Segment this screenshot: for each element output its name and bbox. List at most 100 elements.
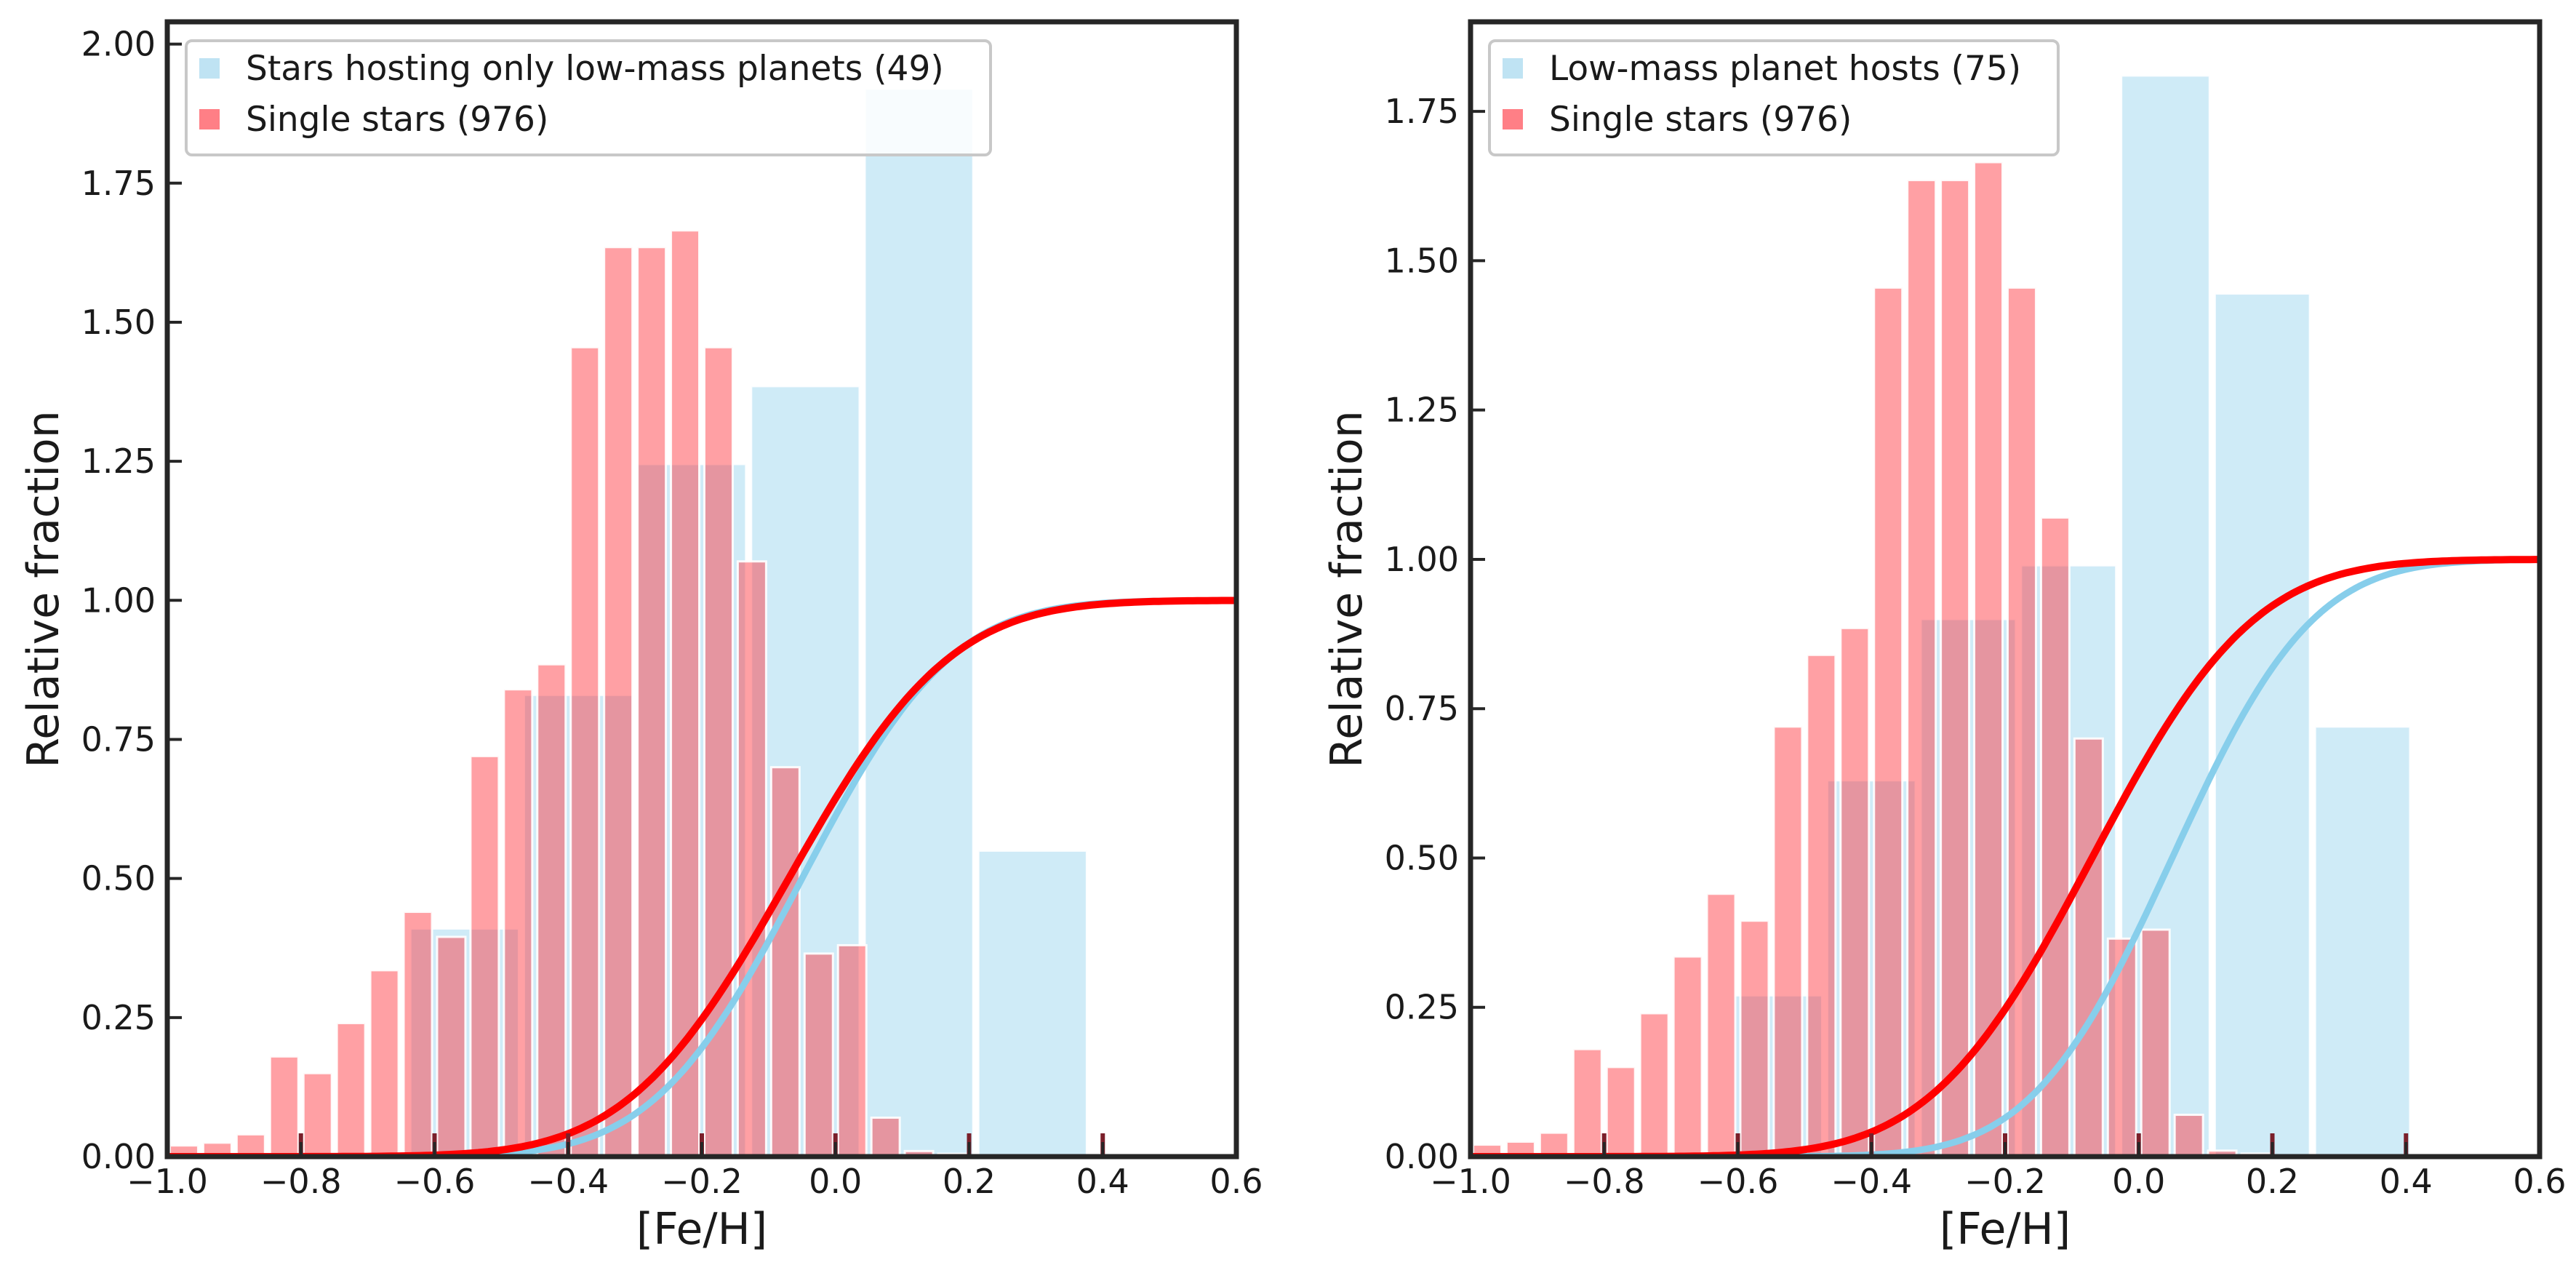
left-bar-single: [402, 911, 433, 1157]
left-bar-single: [436, 935, 467, 1157]
right-x-tick-labels: −1.0 −0.8 −0.6 −0.4 −0.2 0.0 0.2 0.4 0.6: [1430, 1162, 2566, 1201]
left-bar-single: [636, 246, 668, 1157]
left-x-tick-label: −0.8: [260, 1162, 342, 1201]
right-legend-swatch-hosts: [1503, 58, 1523, 79]
right-bar-single: [1605, 1066, 1636, 1157]
right-bar-single: [1940, 179, 1971, 1157]
right-y-tick-label: 1.50: [1385, 241, 1459, 280]
left-bar-single: [736, 560, 767, 1157]
left-x-axis-label: [Fe/H]: [636, 1204, 767, 1255]
left-bar-single: [569, 346, 601, 1157]
left-y-tick-labels: 0.00 0.25 0.50 0.75 1.00 1.25 1.50 1.75 …: [81, 25, 156, 1176]
left-legend-swatch-single: [199, 109, 220, 129]
left-x-tick-label: −0.6: [394, 1162, 476, 1201]
right-x-tick-label: −0.8: [1564, 1162, 1645, 1201]
left-x-tick-label: −0.2: [661, 1162, 743, 1201]
right-bar-single: [1572, 1047, 1603, 1157]
left-y-tick-label: 0.00: [81, 1137, 156, 1176]
right-legend-box: [1488, 39, 2060, 156]
right-bar-single: [1973, 161, 2004, 1157]
left-legend: Stars hosting only low-mass planets (49)…: [185, 39, 992, 156]
right-bar-single: [1873, 286, 1904, 1157]
right-bar-single: [1906, 179, 1937, 1157]
left-series-1: [169, 229, 968, 1157]
right-bar-single: [1772, 725, 1804, 1157]
left-y-tick-label: 2.00: [81, 25, 156, 64]
right-x-axis-label: [Fe/H]: [1940, 1204, 2071, 1255]
right-x-tick-label: −0.2: [1964, 1162, 2046, 1201]
left-bar-single: [369, 969, 400, 1157]
left-y-tick-label: 0.75: [81, 719, 156, 759]
left-x-tick-label: 0.4: [1076, 1162, 1129, 1201]
left-x-tick-label: −0.4: [527, 1162, 609, 1201]
left-bar-single: [836, 943, 868, 1157]
right-y-tick-label: 1.75: [1385, 92, 1459, 131]
left-legend-box: [185, 39, 992, 156]
right-bar-hosts: [1825, 779, 1917, 1157]
left-bar-hosts: [522, 693, 634, 1157]
right-bar-single: [1672, 955, 1703, 1157]
right-x-tick-label: −0.6: [1697, 1162, 1779, 1201]
right-bar-single: [1639, 1012, 1670, 1157]
left-y-tick-label: 1.00: [81, 580, 156, 620]
left-bar-single: [670, 229, 700, 1157]
right-x-tick-label: −0.4: [1831, 1162, 1912, 1201]
left-legend-label-single: Single stars (976): [246, 100, 548, 140]
right-y-tick-label: 1.25: [1385, 391, 1459, 430]
right-plot-area: [1471, 74, 2540, 1157]
left-bar-single: [268, 1055, 300, 1157]
left-bar-single: [469, 754, 500, 1157]
right-y-tick-label: 1.00: [1385, 540, 1459, 579]
right-x-tick-label: 0.6: [2513, 1162, 2566, 1201]
right-y-tick-label: 0.50: [1385, 838, 1459, 877]
left-bar-single: [503, 688, 534, 1157]
right-bar-single: [1739, 919, 1770, 1157]
left-axes-frame: [164, 19, 1239, 1160]
left-y-tick-label: 1.25: [81, 442, 156, 481]
left-y-tick-label: 0.25: [81, 998, 156, 1037]
right-legend-label-single: Single stars (976): [1549, 100, 1852, 140]
left-bar-hosts: [863, 87, 975, 1157]
right-bar-single: [2073, 737, 2104, 1157]
left-bar-single: [870, 1116, 901, 1157]
right-bar-single: [2140, 928, 2171, 1157]
left-y-tick-label: 1.50: [81, 303, 156, 342]
left-x-tick-label: 0.6: [1209, 1162, 1263, 1201]
left-x-tick-label: −1.0: [127, 1162, 208, 1201]
right-bar-single: [2173, 1114, 2204, 1157]
right-bar-hosts: [2313, 725, 2412, 1157]
right-legend: Low-mass planet hosts (75) Single stars …: [1488, 39, 2060, 156]
left-x-tick-label: 0.2: [943, 1162, 996, 1201]
left-bar-single: [769, 766, 801, 1157]
right-y-tick-labels: 0.00 0.25 0.50 0.75 1.00 1.25 1.50 1.75: [1385, 92, 1459, 1176]
right-x-tick-label: 0.4: [2380, 1162, 2433, 1201]
right-legend-swatch-single: [1503, 109, 1523, 129]
right-cdf-line-hosts: [1471, 556, 2540, 1157]
left-x-tick-label: 0.0: [809, 1162, 862, 1201]
right-axes-frame: [1468, 19, 2543, 1160]
left-y-tick-label: 0.50: [81, 859, 156, 898]
left-bar-single: [803, 952, 834, 1157]
right-series-1: [1472, 161, 2271, 1157]
right-bar-single: [1705, 893, 1737, 1157]
left-legend-label-hosts: Stars hosting only low-mass planets (49): [246, 49, 944, 89]
left-bar-single: [302, 1072, 333, 1157]
left-y-tick-label: 1.75: [81, 164, 156, 203]
right-bar-hosts: [2213, 292, 2311, 1157]
right-legend-label-hosts: Low-mass planet hosts (75): [1549, 49, 2021, 89]
right-x-tick-label: 0.2: [2246, 1162, 2299, 1201]
left-panel: 0.00 0.25 0.50 0.75 1.00 1.25 1.50 1.75 …: [18, 19, 1263, 1255]
right-x-tick-label: 0.0: [2112, 1162, 2165, 1201]
left-legend-swatch-hosts: [199, 58, 220, 79]
right-bar-single: [2106, 937, 2137, 1157]
right-x-tick-label: −1.0: [1430, 1162, 1511, 1201]
right-bar-single: [2007, 286, 2037, 1157]
left-bar-hosts: [977, 849, 1088, 1157]
right-bar-single: [1806, 653, 1837, 1157]
left-bar-single: [536, 663, 567, 1157]
right-y-tick-label: 0.00: [1385, 1137, 1459, 1176]
left-x-tick-labels: −1.0 −0.8 −0.6 −0.4 −0.2 0.0 0.2 0.4 0.6: [127, 1162, 1263, 1201]
left-bar-single: [335, 1021, 367, 1157]
left-y-axis-label: Relative fraction: [18, 410, 69, 768]
